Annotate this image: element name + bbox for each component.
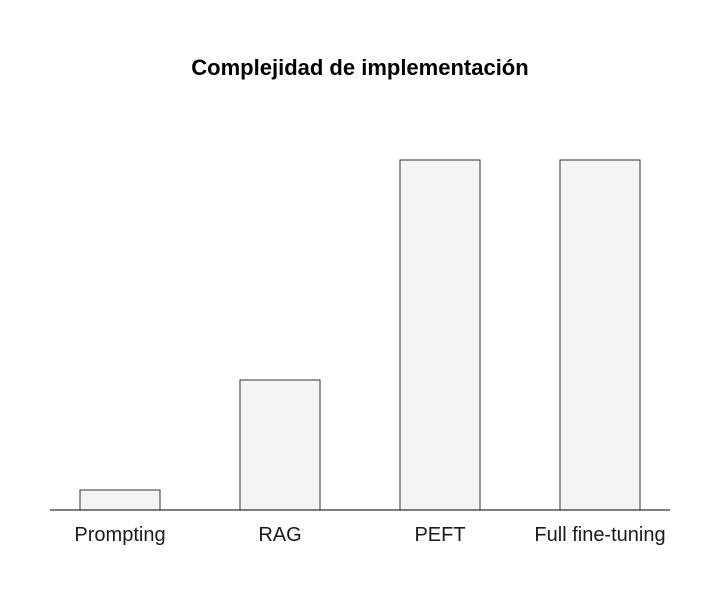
x-tick-label: Full fine-tuning xyxy=(534,524,665,546)
x-tick-label: RAG xyxy=(258,524,301,546)
bar-rag xyxy=(239,379,321,511)
x-tick-labels: Prompting RAG PEFT Full fine-tuning xyxy=(74,524,665,546)
bars-group xyxy=(79,159,641,511)
bar-prompting xyxy=(79,489,161,511)
chart-title: Complejidad de implementación xyxy=(191,55,528,80)
bar-peft xyxy=(399,159,481,511)
x-tick-label: Prompting xyxy=(74,524,165,546)
bar-full-fine-tuning xyxy=(559,159,641,511)
x-tick-label: PEFT xyxy=(414,524,465,546)
